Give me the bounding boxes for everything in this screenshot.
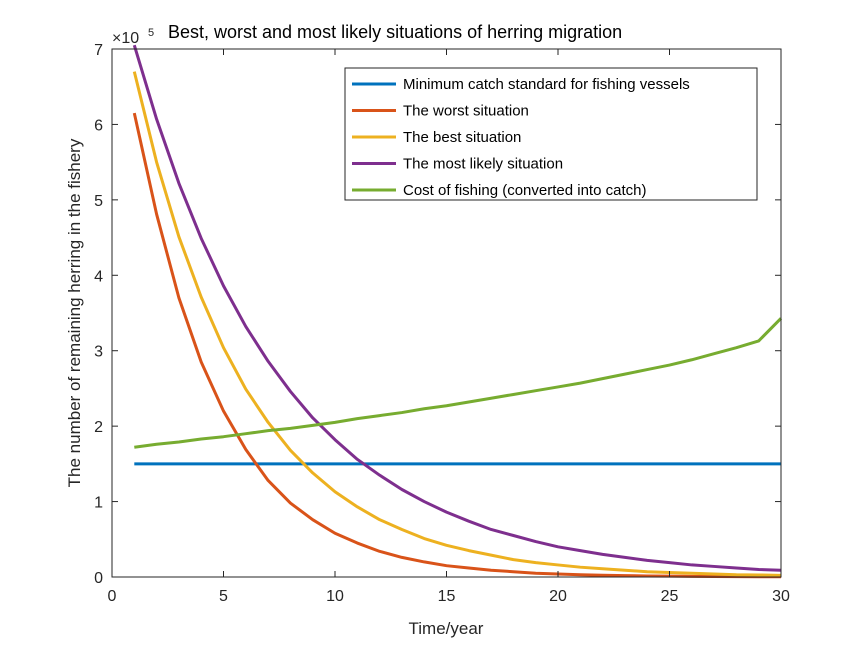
y-tick-label: 0 (94, 570, 103, 587)
y-tick-label: 7 (94, 42, 103, 59)
legend-label-4: The most likely situation (403, 156, 563, 173)
x-axis-label: Time/year (409, 619, 484, 638)
legend-label-3: The best situation (403, 129, 521, 146)
series-line-5 (134, 317, 783, 449)
series-layer (132, 44, 783, 579)
y-tick-label: 1 (94, 495, 103, 512)
series-line-4 (132, 44, 782, 572)
legend-label-1: Minimum catch standard for fishing vesse… (403, 76, 690, 93)
legend-box (344, 67, 758, 201)
y-tick-label: 3 (94, 344, 103, 361)
x-tick-label: 15 (438, 588, 456, 605)
y-exponent-power: 5 (148, 27, 154, 39)
y-exponent-base: ×10 (112, 30, 139, 47)
y-tick-label: 2 (94, 419, 103, 436)
series-line-3 (132, 71, 782, 577)
y-tick-label: 4 (94, 268, 103, 285)
x-tick-label: 25 (661, 588, 679, 605)
y-tick-label: 6 (94, 117, 103, 134)
legend-label-5: Cost of fishing (converted into catch) (403, 182, 646, 199)
x-tick-label: 5 (219, 588, 228, 605)
ticks-layer: 0 5 10 15 20 25 30 0 1 2 3 4 5 6 7 (94, 42, 790, 605)
legend: Minimum catch standard for fishing vesse… (344, 67, 758, 201)
chart-title: Best, worst and most likely situations o… (168, 22, 622, 42)
x-tick-label: 20 (549, 588, 567, 605)
x-tick-label: 30 (772, 588, 790, 605)
y-axis-label: The number of remaining herring in the f… (65, 138, 84, 487)
x-tick-label: 10 (326, 588, 344, 605)
series-line-2 (132, 112, 782, 579)
y-tick-label: 5 (94, 193, 103, 210)
x-tick-label: 0 (108, 588, 117, 605)
legend-label-2: The worst situation (403, 103, 529, 120)
